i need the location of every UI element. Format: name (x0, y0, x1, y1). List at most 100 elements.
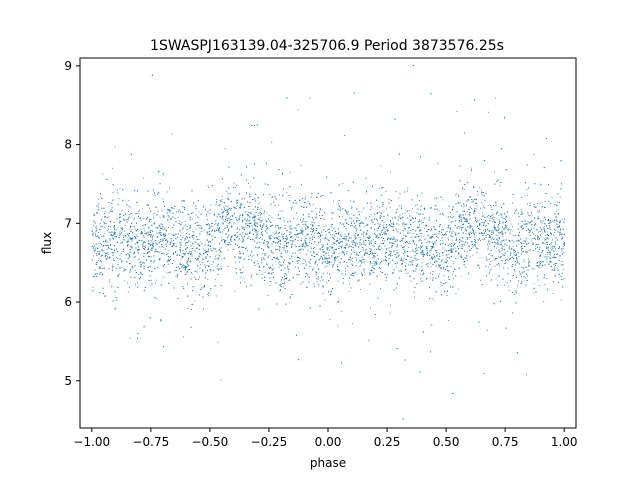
scatter-point (140, 228, 142, 230)
scatter-point (437, 163, 439, 164)
scatter-point (150, 235, 151, 237)
scatter-point (373, 267, 374, 269)
scatter-point (456, 111, 458, 113)
scatter-point (505, 258, 507, 260)
scatter-point (144, 245, 146, 247)
scatter-point (221, 199, 223, 201)
scatter-point (537, 203, 538, 204)
scatter-point (153, 223, 155, 224)
scatter-point (497, 234, 499, 236)
scatter-point (420, 248, 421, 250)
scatter-point (301, 248, 303, 250)
scatter-point (449, 244, 451, 246)
scatter-point (259, 220, 261, 221)
scatter-point (488, 241, 490, 243)
scatter-point (365, 250, 367, 252)
scatter-point (544, 284, 546, 286)
scatter-point (557, 239, 558, 241)
scatter-point (331, 218, 333, 219)
scatter-point (251, 274, 253, 276)
scatter-point (168, 227, 169, 229)
scatter-point (150, 218, 152, 220)
scatter-point (108, 253, 110, 255)
scatter-point (482, 232, 484, 234)
scatter-point (285, 250, 287, 252)
scatter-point (107, 252, 109, 254)
scatter-point (177, 211, 179, 213)
scatter-point (528, 259, 529, 261)
scatter-point (342, 183, 344, 184)
scatter-point (498, 275, 500, 277)
scatter-point (207, 222, 209, 224)
scatter-point (254, 219, 256, 221)
scatter-point (182, 236, 183, 238)
scatter-point (388, 247, 390, 249)
scatter-point (559, 225, 560, 227)
scatter-point (539, 203, 541, 204)
scatter-point (472, 232, 474, 233)
scatter-point (180, 258, 182, 260)
scatter-point (191, 273, 193, 275)
scatter-point (451, 274, 453, 275)
scatter-point (275, 225, 277, 226)
scatter-point (553, 268, 555, 270)
scatter-point (313, 219, 314, 220)
scatter-point (517, 240, 519, 242)
scatter-point (153, 246, 154, 248)
scatter-point (161, 240, 163, 242)
scatter-point (369, 263, 371, 265)
scatter-point (395, 266, 397, 268)
scatter-point (398, 205, 400, 207)
scatter-point (166, 272, 168, 274)
scatter-point (282, 217, 284, 219)
scatter-point (326, 247, 328, 249)
scatter-point (505, 262, 507, 264)
scatter-point (319, 215, 321, 216)
chart-title: 1SWASPJ163139.04-325706.9 Period 3873576… (150, 38, 504, 54)
scatter-point (503, 284, 505, 286)
scatter-point (162, 240, 164, 241)
scatter-point (259, 217, 261, 218)
scatter-point (400, 271, 402, 272)
scatter-point (445, 258, 447, 260)
scatter-point (423, 235, 425, 237)
scatter-point (134, 256, 136, 257)
scatter-point (436, 255, 438, 256)
scatter-point (554, 221, 556, 223)
scatter-point (549, 260, 551, 262)
scatter-point (435, 229, 437, 230)
scatter-point (451, 209, 453, 211)
scatter-point (96, 254, 97, 256)
scatter-point (501, 230, 502, 232)
scatter-point (452, 221, 454, 222)
scatter-point (453, 277, 454, 279)
scatter-point (261, 239, 263, 241)
scatter-point (562, 248, 564, 250)
scatter-point (110, 209, 112, 211)
scatter-point (346, 253, 347, 255)
scatter-point (502, 245, 503, 247)
scatter-point (387, 274, 388, 276)
scatter-point (535, 206, 537, 208)
scatter-point (397, 244, 398, 246)
scatter-point (312, 204, 314, 205)
scatter-point (111, 167, 113, 169)
scatter-point (553, 245, 555, 247)
scatter-point (108, 216, 110, 218)
scatter-point (199, 241, 201, 243)
scatter-point (357, 280, 359, 282)
scatter-point (374, 229, 375, 230)
scatter-point (466, 211, 468, 213)
scatter-point (131, 265, 133, 267)
scatter-point (143, 245, 145, 247)
scatter-point (404, 212, 406, 214)
scatter-point (562, 246, 564, 247)
scatter-point (119, 188, 121, 190)
scatter-point (464, 219, 466, 220)
scatter-point (408, 243, 409, 245)
scatter-point (290, 232, 292, 234)
scatter-point (512, 202, 513, 204)
scatter-point (243, 277, 245, 279)
scatter-point (564, 218, 565, 220)
scatter-point (471, 208, 472, 210)
